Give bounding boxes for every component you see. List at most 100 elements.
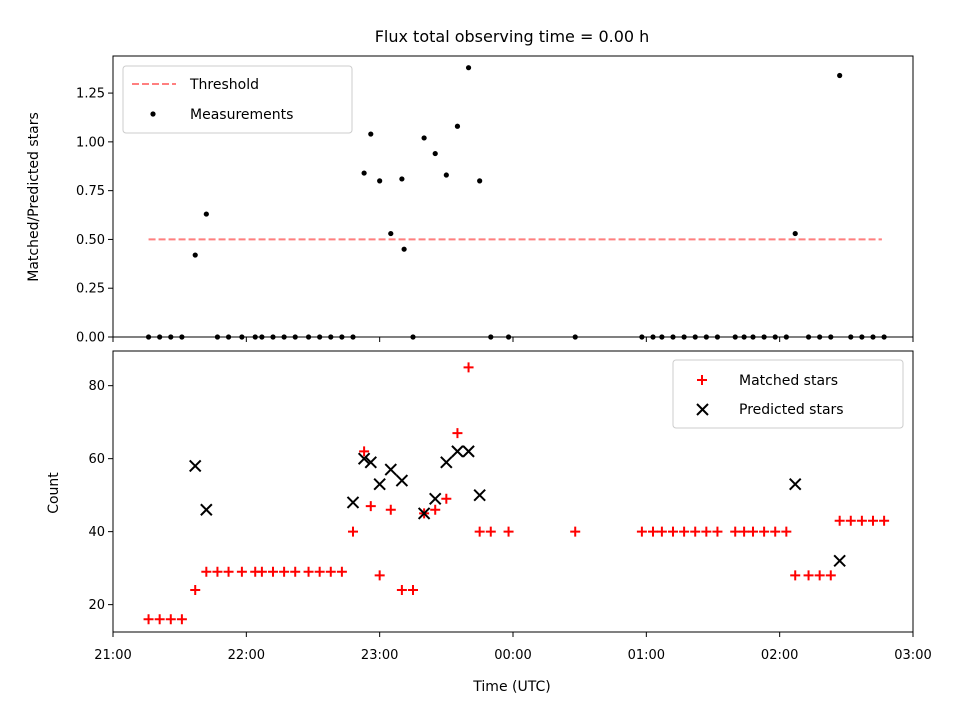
legend-measurements-swatch: [150, 111, 156, 117]
matched-star-point: [256, 566, 267, 577]
x-tick-label: 22:00: [228, 648, 265, 663]
matched-star-point: [679, 526, 690, 537]
measurement-point: [432, 150, 438, 157]
matched-star-point: [730, 526, 741, 537]
measurement-point: [157, 334, 163, 340]
predicted-star-point: [833, 554, 846, 568]
bottom-y-tick-label: 20: [88, 598, 105, 613]
x-tick-label: 03:00: [894, 648, 931, 663]
measurement-point: [145, 334, 152, 340]
measurement-point: [168, 334, 174, 340]
matched-star-point: [279, 566, 290, 577]
predicted-star-point: [429, 492, 442, 506]
matched-star-point: [668, 526, 678, 537]
top-y-tick-label: 1.25: [76, 87, 105, 102]
measurement-point: [572, 334, 578, 340]
predicted-star-point: [373, 477, 386, 491]
predicted-star-point: [395, 474, 409, 487]
measurement-point: [848, 334, 854, 340]
matched-star-point: [165, 614, 176, 625]
matched-star-point: [268, 566, 278, 577]
matched-star-point: [452, 428, 463, 439]
matched-star-point: [348, 526, 358, 537]
measurement-point: [225, 334, 232, 340]
matched-star-point: [408, 585, 418, 596]
measurement-point: [350, 334, 356, 340]
predicted-star-point: [346, 496, 360, 509]
matched-star-point: [739, 526, 750, 537]
matched-star-point: [176, 614, 187, 625]
matched-star-point: [290, 566, 301, 577]
matched-star-point: [790, 570, 801, 581]
measurement-point: [650, 334, 656, 340]
matched-star-point: [748, 526, 758, 537]
measurement-point: [410, 334, 416, 340]
top-panel: 0.00 0.25 0.50 0.75 1.00 1.25: [76, 55, 914, 346]
matched-star-point: [759, 526, 770, 537]
measurement-point: [659, 334, 665, 340]
measurement-point: [881, 334, 887, 340]
bottom-y-tick-label: 80: [88, 379, 105, 394]
matched-star-point: [712, 526, 723, 537]
matched-star-point: [834, 515, 845, 526]
measurement-point: [270, 334, 276, 340]
measurement-point: [368, 131, 374, 137]
top-y-tick-label: 1.00: [76, 135, 105, 150]
top-y-tick-label: 0.75: [76, 184, 105, 199]
measurement-point: [388, 230, 394, 237]
matched-star-point: [879, 515, 890, 526]
measurement-point: [477, 178, 483, 184]
predicted-star-point: [364, 456, 377, 469]
measurement-point: [859, 334, 865, 340]
measurement-point: [783, 334, 789, 340]
matched-star-point: [636, 526, 647, 537]
x-tick-label: 02:00: [761, 648, 798, 663]
matched-star-point: [781, 526, 792, 537]
legend-measurements-label: Measurements: [190, 107, 293, 123]
measurement-point: [252, 334, 258, 340]
legend-predicted-label: Predicted stars: [739, 402, 844, 418]
measurement-point: [292, 334, 298, 340]
top-y-tick-label: 0.25: [76, 282, 105, 297]
predicted-star-point: [417, 507, 431, 520]
measurement-point: [817, 334, 823, 340]
matched-star-point: [143, 614, 154, 625]
matched-star-point: [474, 526, 485, 537]
matched-star-point: [396, 585, 407, 596]
matched-star-point: [365, 501, 376, 512]
predicted-star-point: [357, 452, 371, 465]
matched-star-point: [359, 446, 370, 457]
measurement-point: [681, 334, 687, 340]
predicted-star-point: [189, 459, 202, 473]
matched-star-point: [201, 566, 212, 577]
bottom-panel: 21:00 22:00 23:00 00:00 01:00 02:00 03:00 20 40 6…: [88, 350, 932, 663]
bottom-legend-frame: [672, 359, 904, 429]
measurement-point: [639, 334, 645, 340]
measurement-point: [465, 65, 472, 71]
matched-star-point: [825, 570, 836, 581]
matched-star-point: [190, 585, 201, 596]
matched-star-point: [690, 526, 701, 537]
matched-star-point: [485, 526, 496, 537]
legend-matched-label: Matched stars: [739, 373, 838, 389]
measurement-point: [259, 334, 265, 340]
matched-star-point: [325, 566, 336, 577]
legend-matched-swatch: [697, 375, 707, 385]
measurement-point: [703, 334, 709, 340]
matched-star-point: [314, 566, 325, 577]
top-y-tick-label: 0.00: [76, 331, 105, 346]
bottom-y-axis-label: Count: [46, 472, 62, 514]
top-y-tick-label: 0.50: [76, 233, 105, 248]
matched-star-point: [701, 526, 712, 537]
matched-star-point: [154, 614, 165, 625]
top-legend: Threshold Measurements: [122, 65, 353, 134]
x-tick-label: 21:00: [94, 648, 131, 663]
measurement-point: [488, 334, 494, 340]
matched-star-point: [374, 570, 385, 581]
measurement-point: [339, 334, 345, 340]
measurement-point: [761, 334, 767, 340]
measurement-point: [328, 334, 334, 340]
measurement-point: [772, 334, 778, 340]
matched-star-point: [223, 566, 234, 577]
predicted-star-point: [384, 463, 397, 476]
